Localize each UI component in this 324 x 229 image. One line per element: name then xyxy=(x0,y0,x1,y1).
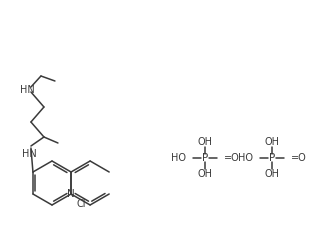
Text: HO: HO xyxy=(238,153,253,163)
Text: =O: =O xyxy=(291,153,307,163)
Text: OH: OH xyxy=(198,137,213,147)
Text: HO: HO xyxy=(171,153,186,163)
Text: =O: =O xyxy=(224,153,240,163)
Text: N: N xyxy=(67,189,75,199)
Text: Cl: Cl xyxy=(76,199,86,209)
Text: P: P xyxy=(202,153,208,163)
Text: OH: OH xyxy=(264,169,280,179)
Text: HN: HN xyxy=(22,149,36,159)
Text: OH: OH xyxy=(198,169,213,179)
Text: OH: OH xyxy=(264,137,280,147)
Text: P: P xyxy=(269,153,275,163)
Text: HN: HN xyxy=(19,85,34,95)
